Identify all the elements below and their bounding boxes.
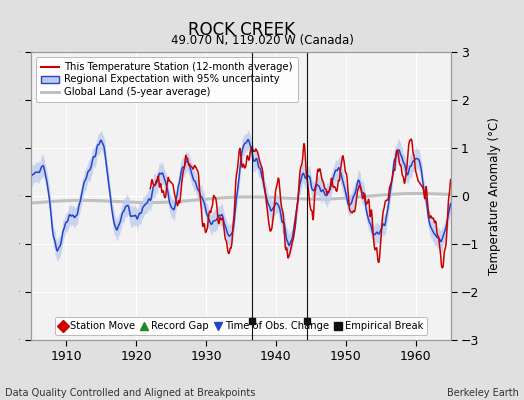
Title: ROCK CREEK: ROCK CREEK	[188, 21, 294, 39]
Legend: Station Move, Record Gap, Time of Obs. Change, Empirical Break: Station Move, Record Gap, Time of Obs. C…	[55, 317, 427, 335]
Y-axis label: Temperature Anomaly (°C): Temperature Anomaly (°C)	[488, 117, 501, 275]
Text: 49.070 N, 119.020 W (Canada): 49.070 N, 119.020 W (Canada)	[171, 34, 353, 47]
Text: Berkeley Earth: Berkeley Earth	[447, 388, 519, 398]
Text: Data Quality Controlled and Aligned at Breakpoints: Data Quality Controlled and Aligned at B…	[5, 388, 256, 398]
